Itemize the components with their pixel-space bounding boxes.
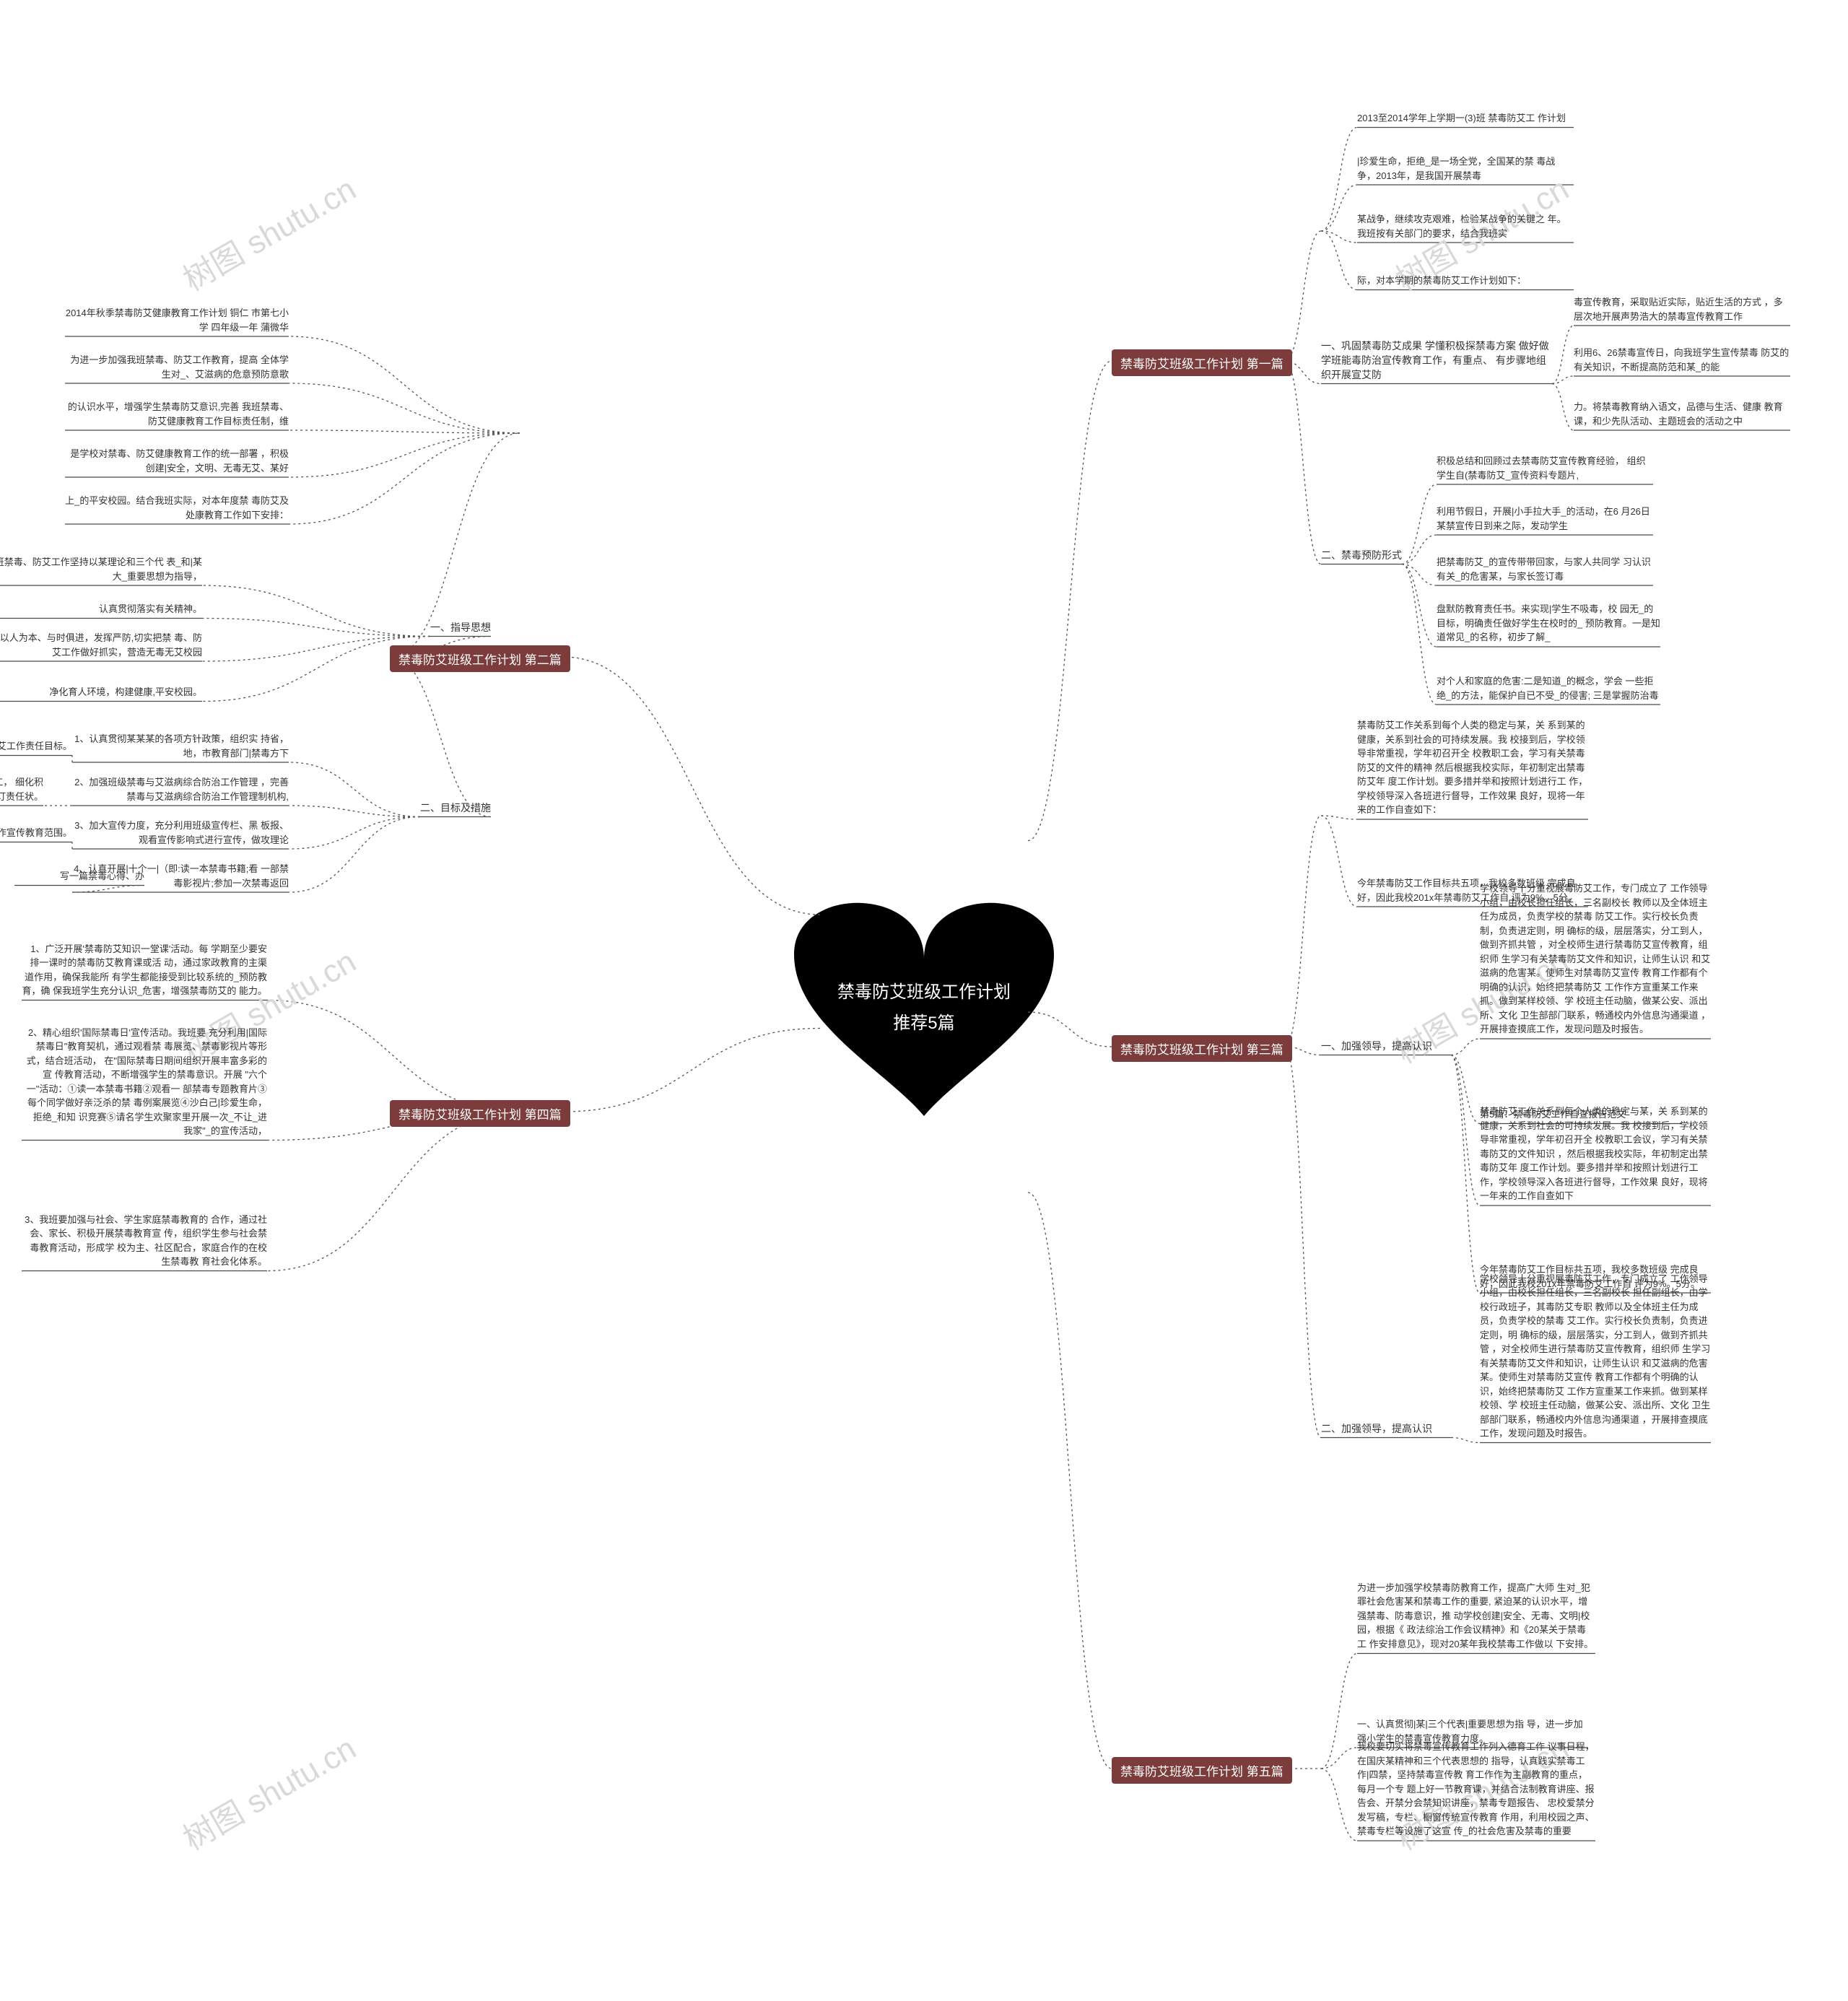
leaf-text: 学校领导十分重视展毒防艾工作，专门成立了 工作领导小组，由校长担任组长，三名副校… (1480, 1272, 1711, 1443)
leaf-text: 净化育人环境，构建健康,平安校园。 (0, 685, 202, 702)
leaf-text: 2、加强班级禁毒与艾滋病综合防治工作管理 ，完善禁毒与艾滋病综合防治工作管理制机… (72, 775, 289, 806)
leaf-text: 利用节假日，开展|小手拉大手_的活动，在6 月26日某禁宣传日到来之际，发动学生 (1437, 505, 1653, 535)
mindmap-canvas: 禁毒防艾班级工作计划推荐5篇树图 shutu.cn树图 shutu.cn树图 s… (0, 0, 1848, 2001)
branch-label: 禁毒防艾班级工作计划 第三篇 (1112, 1035, 1292, 1062)
sub-label: 二、目标及措施 (420, 801, 491, 817)
branch-label: 禁毒防艾班级工作计划 第四篇 (390, 1100, 570, 1127)
leaf-text: 坚持以人为本、与时俱进，发挥严防,切实把禁 毒、防艾工作做好抓实，营造无毒无艾校… (0, 631, 202, 661)
sub-label: 二、加强领导，提高认识 (1321, 1421, 1451, 1438)
leaf-text: 禁毒、防艾健康教育工作宣传教育范围。 (0, 826, 72, 842)
leaf-text: 把禁毒防艾_的宣传带带回家，与家人共同学 习认识有关_的危害某，与家长签订毒 (1437, 555, 1653, 585)
leaf-text: 制定切实可行的防范措施和制度，明确分工， 细化积责，与学生签订责任状。 (0, 775, 43, 806)
branch-label: 禁毒防艾班级工作计划 第五篇 (1112, 1757, 1292, 1784)
leaf-text: 力。将禁毒教育纳入语文，品德与生活、健康 教育课，和少先队活动、主题班会的活动之… (1574, 400, 1790, 430)
leaf-text: 3、我班要加强与社会、学生家庭禁毒教育的 合作，通过社会、家长、积极开展禁毒教育… (22, 1213, 267, 1271)
leaf-text: 际，对本学期的禁毒防艾工作计划如下： (1357, 274, 1574, 290)
leaf-text: 利用6、26禁毒宣传日，向我班学生宣传禁毒 防艾的有关知识，不断提高防范和某_的… (1574, 346, 1790, 376)
leaf-text: 是学校对禁毒、防艾健康教育工作的统一部署 ，积极创建|安全，文明、无毒无艾、某好 (65, 447, 289, 477)
leaf-text: 写一篇禁毒心得、办 (14, 869, 144, 886)
branch-label: 禁毒防艾班级工作计划 第二篇 (390, 645, 570, 672)
center-title: 禁毒防艾班级工作计划推荐5篇 (830, 962, 1018, 1039)
watermark: 树图 shutu.cn (173, 164, 363, 300)
leaf-text: 2013至2014学年上学期一(3)班 禁毒防艾工 作计划 (1357, 111, 1574, 128)
leaf-text: 2、精心组织'国际禁毒日'宣传活动。我班要 充分利用|国际禁毒日"教育契机，通过… (22, 1026, 267, 1141)
center-node: 禁毒防艾班级工作计划推荐5篇 (830, 957, 1018, 1044)
leaf-text: 达到2014年禁毒防艾工作责任目标。 (0, 739, 72, 756)
leaf-text: 1、认真贯彻某某某的各项方针政策，组织实 持省，地，市教育部门|禁毒方下 (72, 732, 289, 762)
leaf-text: 为进一步加强学校禁毒防教育工作，提高广大师 生对_犯罪社会危害某和禁毒工作的重要… (1357, 1581, 1595, 1654)
leaf-text: 上_的平安校园。结合我班实际，对本年度禁 毒防艾及处康教育工作如下安排： (65, 494, 289, 524)
leaf-text: 毒宣传教育，采取贴近实际，贴近生活的方式 ，多层次地开展声势浩大的禁毒宣传教育工… (1574, 295, 1790, 326)
leaf-text: 积极总结和回顾过去禁毒防艾宣传教育经验， 组织学生自(禁毒防艾_宣传资料专题片, (1437, 454, 1653, 484)
sub-label: 一、指导思想 (430, 620, 491, 637)
leaf-text: |珍爱生命，拒绝_是一场全党，全国某的禁 毒战争，2013年，是我国开展禁毒 (1357, 154, 1574, 185)
leaf-text: 认真贯彻落实有关精神。 (0, 602, 202, 619)
leaf-text: 的认识水平，增强学生禁毒防艾意识,完善 我班禁毒、防艾健康教育工作目标责任制，维 (65, 400, 289, 430)
leaf-text: 3、加大宣传力度，充分利用班级宣传栏、黑 板报、观看宣传影响式进行宣传，做攻理论 (72, 819, 289, 849)
leaf-text: 盘默防教育责任书。来实现|学生不吸毒，校 园无_的目标，明确责任做好学生在校时的… (1437, 602, 1660, 647)
leaf-text: 我班禁毒、防艾工作坚持以某理论和三个代 表_和|某大_重要思想为指导， (0, 555, 202, 585)
branch-label: 禁毒防艾班级工作计划 第一篇 (1112, 349, 1292, 376)
sub-label: 二、禁毒预防形式 (1321, 548, 1402, 564)
leaf-text: 2014年秋季禁毒防艾健康教育工作计划 铜仁 市第七小学 四年级一年 蒲微华 (65, 306, 289, 336)
leaf-text: 我校要切实将禁毒宣传教育工作列入德育工作 议事日程，在国庆某精神和三个代表思想的… (1357, 1740, 1595, 1841)
leaf-text: 禁毒防艾工作关系到每个人类的稳定与某，关 系到某的健康，关系到社会的可持续发展。… (1480, 1104, 1711, 1206)
leaf-text: 对个人和家庭的危害:二是知道_的概念，学会 一些拒绝_的方法，能保护自已不受_的… (1437, 674, 1660, 705)
leaf-text: 禁毒防艾工作关系到每个人类的稳定与某，关 系到某的健康，关系到社会的可持续发展。… (1357, 718, 1588, 819)
watermark: 树图 shutu.cn (173, 1723, 363, 1860)
sub-label: 一、加强领导，提高认识 (1321, 1039, 1451, 1055)
leaf-text: 1、广泛开展'禁毒防艾知识一堂课'活动。每 学期至少要安排一课时的禁毒防艾教育课… (22, 942, 267, 1000)
leaf-text: 学校领导十分重视展毒防艾工作，专门成立了 工作领导小组，由校长担任组长，三名副校… (1480, 881, 1711, 1039)
leaf-text: 为进一步加强我班禁毒、防艾工作教育，提高 全体学生对_、艾滋病的危意预防意歌 (65, 353, 289, 383)
leaf-text: 某战争，继续攻克艰难，检验某战争的关键之 年。我班按有关部门的要求，结合我班实 (1357, 212, 1574, 243)
sub-label: 一、巩固禁毒防艾成果 学懂积极探禁毒方案 做好做学班能毒防治宣传教育工作，有重点… (1321, 339, 1552, 384)
